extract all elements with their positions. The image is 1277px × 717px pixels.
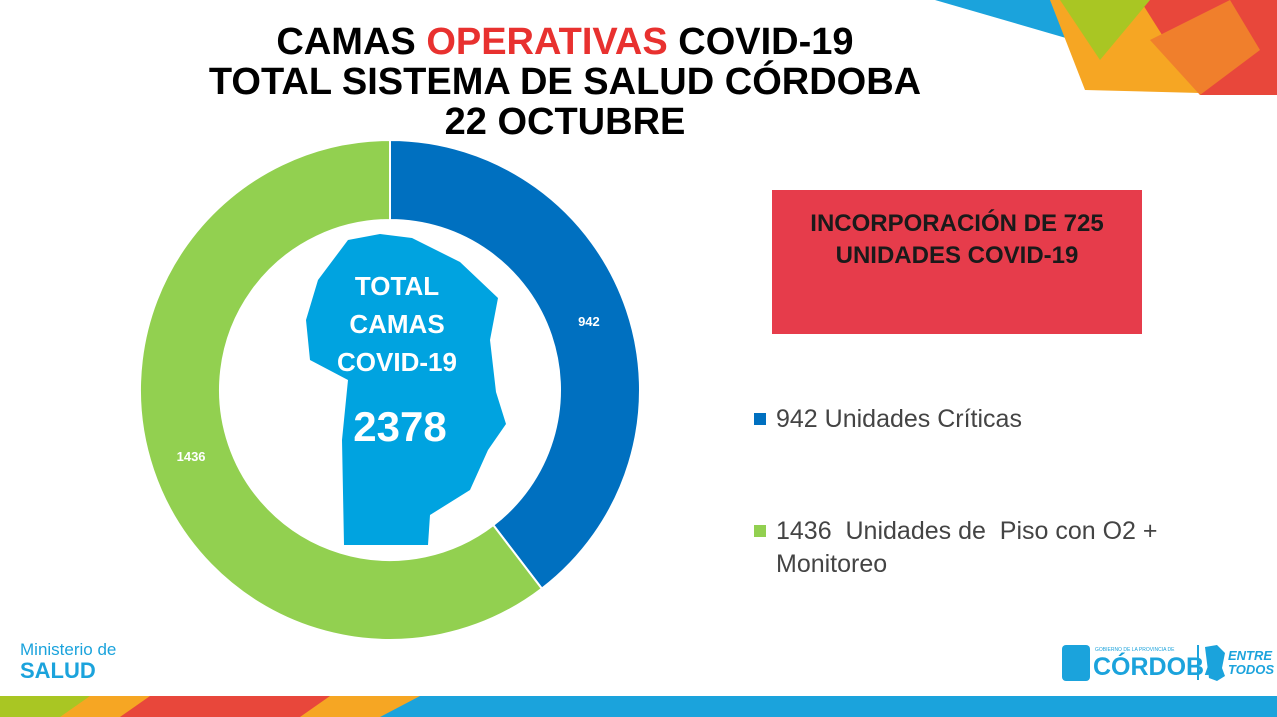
- center-label: CAMAS: [349, 309, 444, 339]
- deco-shape: [0, 696, 90, 717]
- title-line: 22 OCTUBRE: [444, 101, 686, 143]
- legend-label: 1436 Unidades de Piso con O2 + Monitoreo: [776, 517, 1165, 578]
- callout: INCORPORACIÓN DE 725 UNIDADES COVID-19: [772, 190, 1142, 334]
- donut-slice: [139, 138, 544, 641]
- title-line: CAMAS OPERATIVAS COVID-19: [200, 22, 930, 62]
- province-shape: [306, 234, 506, 545]
- deco-shape: [120, 696, 330, 717]
- shield: [1062, 645, 1090, 681]
- center-label: TOTAL: [355, 271, 439, 301]
- legend-entry: 1436 Unidades de Piso con O2 + Monitoreo: [754, 515, 1174, 581]
- legend-swatch: [754, 525, 766, 537]
- title-highlight: OPERATIVAS: [426, 21, 668, 63]
- chart-title: CAMAS OPERATIVAS COVID-19 TOTAL SISTEMA …: [200, 22, 930, 142]
- ministry: Ministerio de: [20, 640, 116, 659]
- legend-label: 942 Unidades Críticas: [776, 405, 1022, 433]
- data-label: 1436: [177, 449, 206, 464]
- title-part: CAMAS: [276, 21, 416, 63]
- title-part: COVID-19: [678, 21, 854, 63]
- slogan: ENTRE: [1228, 648, 1272, 663]
- donut-chart: 942 1436 TOTAL CAMAS COVID-19 2378: [139, 138, 641, 641]
- deco-shape: [1150, 0, 1260, 95]
- legend-entry: 942 Unidades Críticas: [754, 403, 1174, 436]
- title-line: TOTAL SISTEMA DE SALUD CÓRDOBA: [208, 61, 922, 103]
- data-label: 942: [578, 314, 600, 329]
- province-icon: [1205, 645, 1225, 681]
- gov-small: GOBIERNO DE LA PROVINCIA DE: [1095, 647, 1175, 653]
- deco-shape: [1060, 0, 1150, 60]
- donut-slice: [389, 138, 641, 591]
- legend-swatch: [754, 413, 766, 425]
- center-total: 2378: [353, 403, 446, 450]
- gov-name: CÓRDOBA: [1093, 651, 1222, 681]
- slogan: TODOS: [1228, 662, 1274, 677]
- center-label: COVID-19: [337, 347, 457, 377]
- ministry: SALUD: [20, 658, 96, 683]
